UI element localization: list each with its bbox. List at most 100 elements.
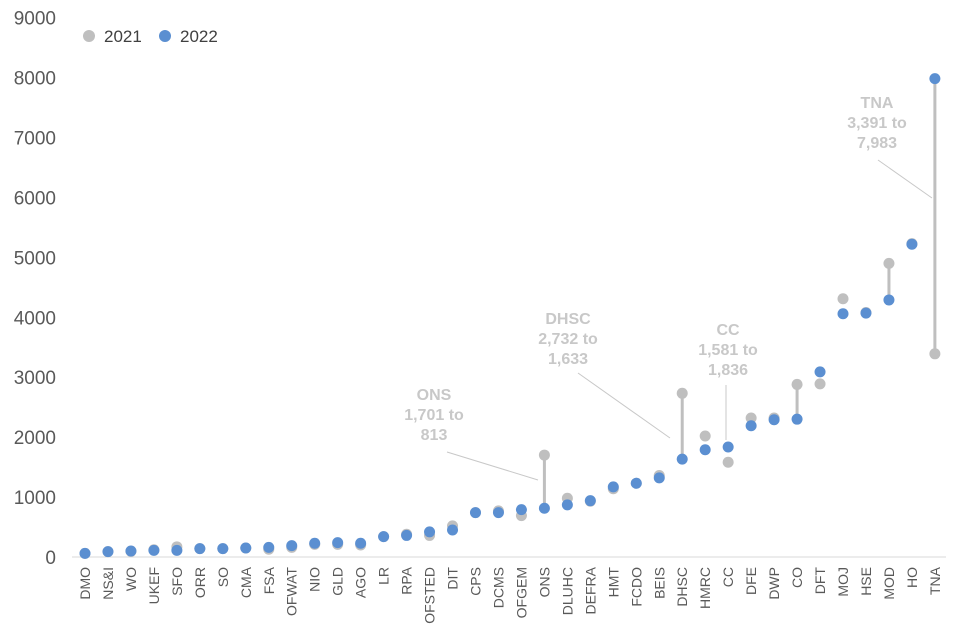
y-tick-label: 7000 xyxy=(14,129,56,150)
x-tick-label: HO xyxy=(904,567,920,588)
legend-marker-2022 xyxy=(159,30,171,42)
x-tick-label: DFT xyxy=(812,567,828,595)
data-point-2022 xyxy=(148,544,160,556)
x-tick-label: DIT xyxy=(445,567,461,590)
x-tick-label: DCMS xyxy=(490,567,506,608)
x-tick-label: LR xyxy=(376,567,392,585)
data-point-2022 xyxy=(171,544,183,556)
annotation-label: DHSC 2,732 to 1,633 xyxy=(538,311,598,368)
x-tick-label: DFE xyxy=(743,567,759,595)
annotation-leader-line xyxy=(577,372,671,439)
data-point-2022 xyxy=(676,453,688,465)
annotation-label: ONS 1,701 to 813 xyxy=(404,387,464,444)
data-point-2022 xyxy=(263,541,275,553)
x-tick-label: CC xyxy=(720,567,736,587)
data-point-2021 xyxy=(791,378,803,390)
x-tick-label: CO xyxy=(789,567,805,588)
data-point-2022 xyxy=(607,481,619,493)
data-point-2021 xyxy=(538,449,550,461)
data-point-2022 xyxy=(906,238,918,250)
data-point-2021 xyxy=(745,412,757,424)
y-tick-label: 3000 xyxy=(14,368,56,389)
data-point-2022 xyxy=(745,420,757,432)
y-tick-label: 2000 xyxy=(14,428,56,449)
x-tick-label: GLD xyxy=(330,567,346,596)
data-point-2022 xyxy=(424,526,436,538)
x-tick-label: DHSC xyxy=(674,567,690,607)
x-tick-label: TNA xyxy=(927,566,943,595)
x-tick-label: MOD xyxy=(881,567,897,600)
x-tick-label: DWP xyxy=(766,567,782,600)
x-tick-label: HSE xyxy=(858,567,874,596)
data-point-2021 xyxy=(929,348,941,360)
x-tick-label: HMRC xyxy=(697,567,713,609)
x-tick-label: NS&I xyxy=(100,567,116,600)
y-tick-label: 5000 xyxy=(14,248,56,269)
x-tick-label: CPS xyxy=(467,567,483,596)
x-tick-label: UKEF xyxy=(146,567,162,604)
legend-label-2022: 2022 xyxy=(180,27,218,46)
x-tick-label: BEIS xyxy=(651,567,667,599)
data-point-2022 xyxy=(929,73,941,85)
legend-label-2021: 2021 xyxy=(104,27,142,46)
data-point-2022 xyxy=(860,307,872,319)
data-point-2022 xyxy=(653,472,665,484)
data-point-2022 xyxy=(630,477,642,489)
annotation-label: TNA 3,391 to 7,983 xyxy=(847,95,907,152)
x-tick-label: HMT xyxy=(605,567,621,598)
annotation-leader-line xyxy=(446,451,539,481)
x-tick-label: CMA xyxy=(238,566,254,598)
data-point-2022 xyxy=(515,504,527,516)
data-point-2022 xyxy=(125,545,137,557)
data-point-2022 xyxy=(79,547,91,559)
data-point-2021 xyxy=(814,378,826,390)
series-2021-points xyxy=(79,238,941,559)
legend-marker-2021 xyxy=(83,30,95,42)
data-point-2022 xyxy=(538,502,550,514)
data-point-2022 xyxy=(217,543,229,555)
data-point-2021 xyxy=(837,293,849,305)
connector-lines xyxy=(542,78,937,509)
series-2022-points xyxy=(79,73,941,559)
x-tick-label: ORR xyxy=(192,567,208,598)
data-point-2022 xyxy=(584,495,596,507)
x-axis: DMO NS&I WO UKEF SFO ORR SO CMA FSA OFWAT NIO GLD AG… xyxy=(72,556,946,624)
y-tick-label: 9000 xyxy=(14,9,56,30)
x-tick-label: OFSTED xyxy=(422,567,438,624)
x-tick-label: OFWAT xyxy=(284,567,300,616)
data-point-2022 xyxy=(240,542,252,554)
y-tick-label: 8000 xyxy=(14,69,56,90)
x-tick-label: NIO xyxy=(307,567,323,592)
x-tick-label: ONS xyxy=(536,567,552,597)
x-tick-label: SFO xyxy=(169,567,185,596)
data-point-2021 xyxy=(699,430,711,442)
x-tick-label: OFGEM xyxy=(513,567,529,618)
data-point-2022 xyxy=(722,441,734,453)
x-tick-label: SO xyxy=(215,567,231,587)
x-tick-label: FCDO xyxy=(628,567,644,607)
data-point-2022 xyxy=(355,537,367,549)
y-tick-label: 6000 xyxy=(14,188,56,209)
x-tick-label: DMO xyxy=(77,567,93,600)
annotations: ONS 1,701 to 813 DHSC 2,732 to 1,633 CC 1,581 t… xyxy=(404,95,933,481)
x-tick-label: RPA xyxy=(399,566,415,594)
x-tick-label: FSA xyxy=(261,566,277,594)
data-point-2022 xyxy=(378,531,390,543)
data-point-2022 xyxy=(814,366,826,378)
annotation-leader-line xyxy=(877,159,933,199)
data-point-2022 xyxy=(699,444,711,456)
x-tick-label: DLUHC xyxy=(559,567,575,615)
x-tick-label: WO xyxy=(123,567,139,591)
data-point-2022 xyxy=(102,546,114,558)
x-tick-label: MOJ xyxy=(835,567,851,597)
y-axis: 0 1000 2000 3000 4000 5000 6000 7000 8000 9000 xyxy=(14,9,56,569)
y-tick-label: 0 xyxy=(45,548,56,569)
y-tick-label: 1000 xyxy=(14,488,56,509)
data-point-2022 xyxy=(401,529,413,541)
annotation-label: CC 1,581 to 1,836 xyxy=(698,322,758,379)
data-point-2022 xyxy=(883,294,895,306)
data-point-2022 xyxy=(837,308,849,320)
data-point-2022 xyxy=(492,507,504,519)
data-point-2021 xyxy=(883,257,895,269)
